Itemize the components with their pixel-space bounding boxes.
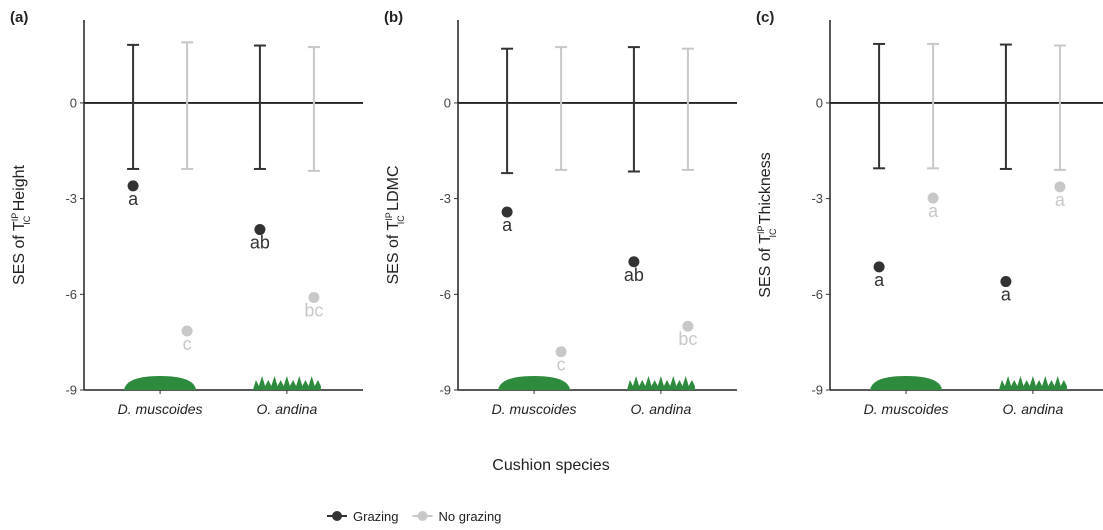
x-tick-label: D. muscoides: [118, 401, 203, 417]
point: [1000, 276, 1012, 288]
y-tick-label: -6: [439, 287, 451, 302]
y-tick-label: -3: [811, 191, 823, 206]
point: [555, 346, 567, 358]
error-bar: [181, 41, 194, 170]
letter-label: ab: [624, 265, 644, 285]
letter-label: a: [502, 215, 513, 235]
x-tick-label: D. muscoides: [864, 401, 949, 417]
cushion-icon: [498, 376, 571, 390]
y-title-suffix: LDMC: [385, 165, 402, 215]
point: [1054, 181, 1066, 193]
x-tick-label: D. muscoides: [492, 401, 577, 417]
point: [501, 206, 513, 218]
x-tick-label: O. andina: [631, 401, 692, 417]
letter-label: a: [874, 270, 885, 290]
cushion-icon: [124, 376, 197, 390]
point: [181, 325, 193, 337]
y-tick-label: -9: [65, 383, 77, 398]
point: [873, 261, 885, 273]
cushion-icon: [252, 376, 321, 390]
point: [127, 180, 139, 192]
y-axis-title: SES of TIP IC Thickness: [756, 152, 778, 297]
legend-label: Grazing: [353, 509, 399, 524]
letter-label: bc: [304, 301, 323, 321]
y-title-prefix: SES of T: [385, 221, 402, 285]
legend-label: No grazing: [439, 509, 502, 524]
error-bar: [307, 46, 320, 172]
point: [308, 292, 320, 303]
error-bar: [927, 42, 940, 170]
error-bar: [873, 42, 886, 170]
y-title-prefix: SES of T: [757, 234, 774, 298]
letter-label: a: [1055, 190, 1066, 210]
letter-label: ab: [250, 233, 270, 253]
y-title-sub: IC: [768, 228, 778, 238]
letter-label: a: [1001, 285, 1012, 305]
y-tick-label: 0: [70, 95, 77, 110]
point: [927, 192, 939, 204]
y-tick-label: -6: [811, 287, 823, 302]
y-axis-title: SES of TIP IC LDMC: [384, 165, 406, 284]
y-tick-label: -9: [811, 383, 823, 398]
y-title-sub: IC: [396, 215, 406, 225]
cushion-icon: [626, 376, 695, 390]
y-title-sup: IP: [384, 212, 394, 221]
y-tick-label: -9: [439, 383, 451, 398]
panel-tag: (b): [384, 9, 403, 26]
error-bar: [681, 47, 694, 171]
panel-tag: (a): [10, 9, 28, 26]
error-bar: [1053, 44, 1066, 171]
point: [628, 256, 640, 268]
y-tick-label: 0: [444, 95, 451, 110]
x-axis-title: Cushion species: [492, 457, 609, 474]
y-title-suffix: Thickness: [757, 152, 774, 228]
cushion-icon: [998, 376, 1067, 390]
y-tick-label: -3: [65, 191, 77, 206]
y-title-prefix: SES of T: [11, 221, 28, 285]
cushion-icon: [870, 376, 943, 390]
legend-key-point: [417, 511, 428, 521]
error-bar: [627, 46, 640, 173]
y-title-sup: IP: [756, 225, 766, 234]
y-axis-title: SES of TIP IC Height: [10, 164, 32, 285]
error-bar: [555, 46, 568, 171]
error-bar: [127, 43, 140, 170]
legend-key-point: [332, 511, 342, 521]
y-title-suffix: Height: [11, 164, 28, 215]
letter-label: a: [928, 201, 939, 221]
error-bar: [253, 44, 266, 170]
y-title-sup: IP: [10, 213, 20, 222]
letter-label: bc: [678, 329, 697, 349]
x-tick-label: O. andina: [257, 401, 318, 417]
error-bar: [999, 43, 1012, 170]
panel-tag: (c): [756, 9, 774, 26]
point: [254, 224, 266, 236]
x-tick-label: O. andina: [1003, 401, 1064, 417]
letter-label: c: [183, 334, 192, 354]
y-title-sub: IC: [22, 215, 32, 225]
y-tick-label: -6: [65, 287, 77, 302]
y-tick-label: -3: [439, 191, 451, 206]
point: [682, 320, 694, 332]
error-bar: [501, 47, 514, 175]
y-tick-label: 0: [816, 95, 823, 110]
letter-label: c: [557, 355, 566, 375]
letter-label: a: [128, 189, 139, 209]
